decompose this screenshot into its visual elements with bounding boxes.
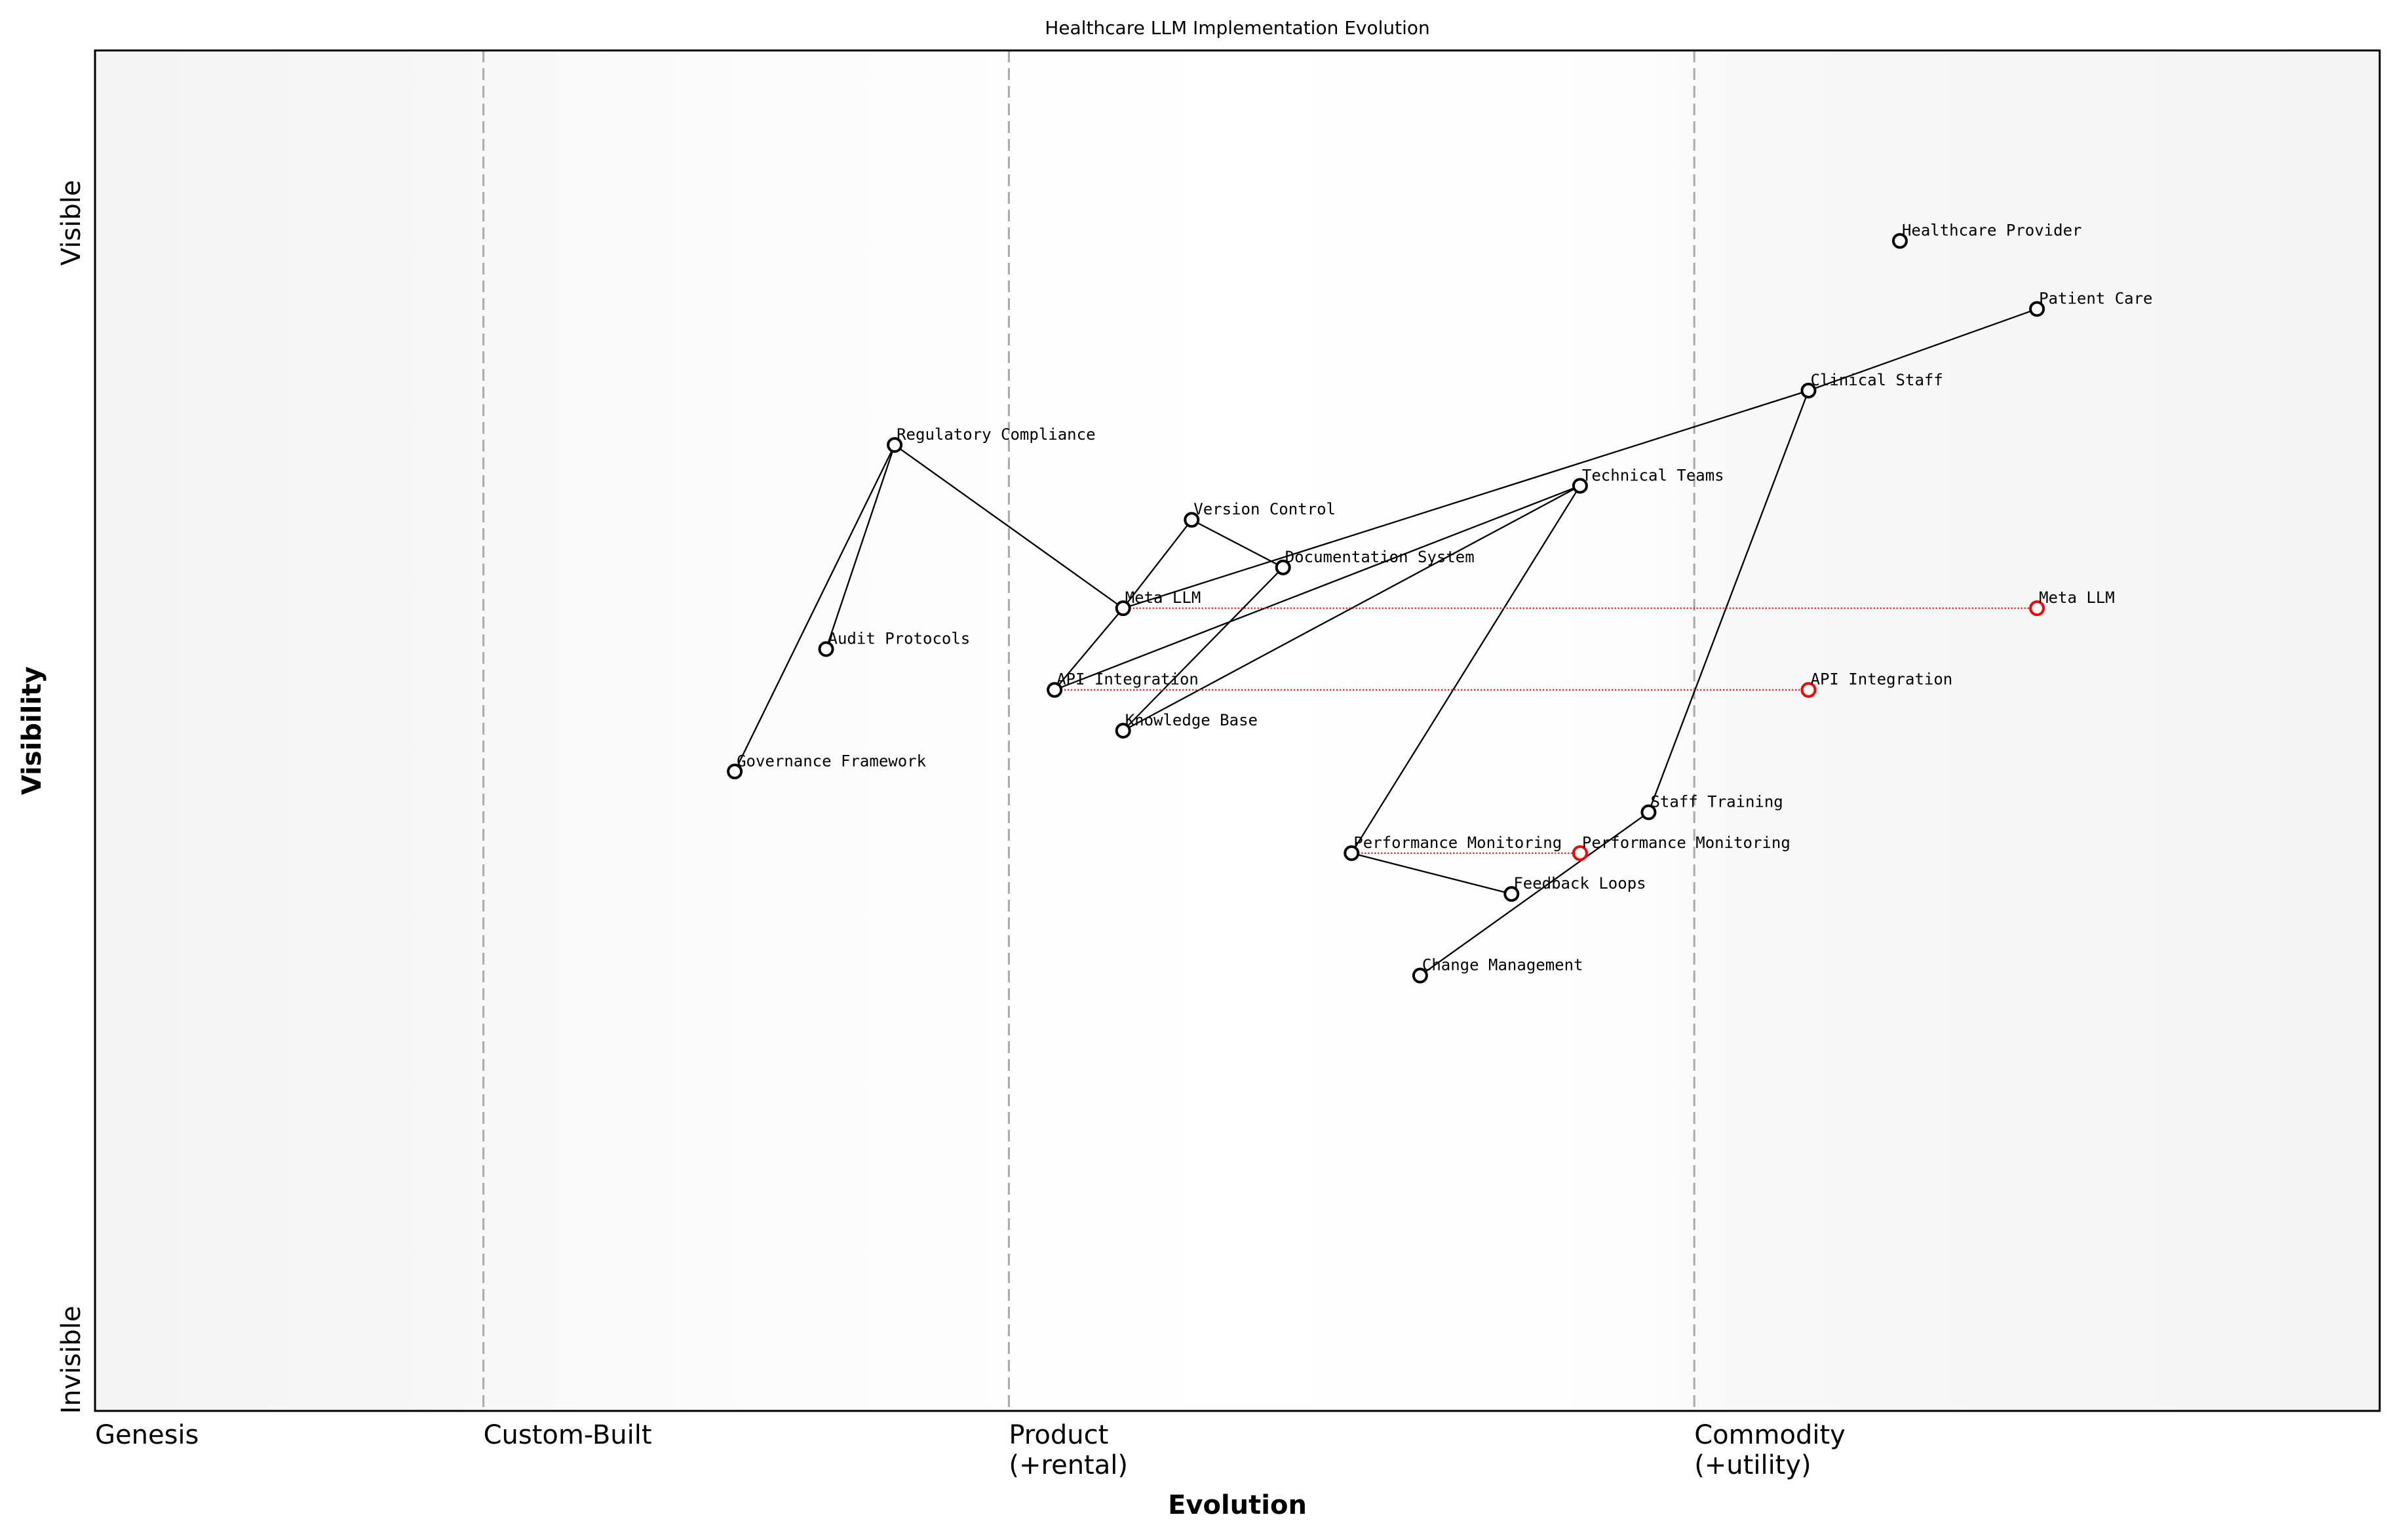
component-label: Audit Protocols (828, 629, 971, 647)
component-label: Meta LLM (1125, 588, 1201, 607)
component-label: API Integration (1056, 670, 1199, 689)
evolved-component-label: Performance Monitoring (1582, 834, 1790, 852)
component-node (2029, 301, 2045, 317)
stage-label-line: Genesis (95, 1420, 199, 1450)
dependency-link (894, 444, 1124, 609)
component-label: Patient Care (2039, 289, 2152, 307)
dependency-link (734, 444, 896, 772)
y-bottom-label: Invisible (56, 1306, 87, 1414)
dependency-link (1054, 485, 1581, 691)
dependency-link (1351, 852, 1512, 895)
dependency-link (1420, 811, 1650, 976)
stage-label: Custom-Built (484, 1420, 652, 1450)
component-node (1115, 723, 1131, 739)
component-label: Change Management (1422, 956, 1583, 974)
dependency-link (1122, 519, 1193, 609)
plot-frame (94, 49, 2381, 1412)
plot-background (95, 50, 2380, 1411)
dependency-link (825, 444, 896, 649)
dependency-link (1648, 390, 1810, 813)
component-node (1640, 804, 1657, 820)
component-node (1047, 682, 1063, 698)
component-label: Version Control (1193, 500, 1336, 518)
component-label: Regulatory Compliance (897, 425, 1095, 444)
evolved-component-node (1800, 682, 1817, 698)
component-node (818, 641, 834, 657)
component-node (1503, 886, 1520, 902)
component-node (727, 763, 743, 780)
component-label: Clinical Staff (1811, 371, 1943, 389)
dependency-link (1122, 567, 1284, 731)
dependency-link (1054, 607, 1124, 691)
component-node (887, 437, 903, 453)
component-node (1800, 383, 1817, 398)
component-node (1275, 559, 1291, 575)
component-node (1891, 233, 1908, 249)
stage-label: Commodity (+utility) (1694, 1420, 1846, 1480)
dependency-link (1808, 308, 2038, 392)
component-node (1115, 600, 1131, 617)
evolved-component-node (1572, 845, 1588, 861)
stage-label-line: Commodity (1694, 1420, 1846, 1450)
component-label: Documentation System (1285, 548, 1475, 566)
evolved-component-label: API Integration (1811, 670, 1953, 689)
map-title: Healthcare LLM Implementation Evolution (1045, 17, 1430, 39)
component-label: Healthcare Provider (1902, 221, 2082, 240)
y-top-label: Visible (56, 180, 87, 266)
stage-label: Product (+rental) (1009, 1420, 1128, 1480)
dependency-link (1351, 485, 1581, 854)
stage-label: Genesis (95, 1420, 199, 1450)
component-label: Feedback Loops (1513, 874, 1646, 893)
x-axis-label: Evolution (1168, 1490, 1307, 1520)
stage-label-line: Product (1009, 1420, 1108, 1450)
evolved-component-label: Meta LLM (2039, 588, 2115, 607)
stage-label-line: Custom-Built (484, 1420, 652, 1450)
stage-label-line: (+utility) (1694, 1450, 1811, 1480)
y-axis-label: Visibility (17, 666, 47, 795)
evolved-component-node (2029, 600, 2045, 617)
stage-label-line: (+rental) (1009, 1450, 1128, 1480)
dependency-link (1123, 389, 1809, 609)
component-node (1344, 845, 1360, 861)
component-label: Governance Framework (737, 752, 927, 770)
component-label: Knowledge Base (1125, 711, 1258, 729)
dependency-link (1191, 519, 1284, 568)
component-node (1572, 478, 1588, 494)
component-label: Technical Teams (1582, 466, 1724, 484)
component-label: Staff Training (1650, 793, 1783, 811)
component-node (1184, 512, 1200, 528)
component-node (1412, 967, 1428, 984)
component-label: Performance Monitoring (1353, 834, 1562, 852)
